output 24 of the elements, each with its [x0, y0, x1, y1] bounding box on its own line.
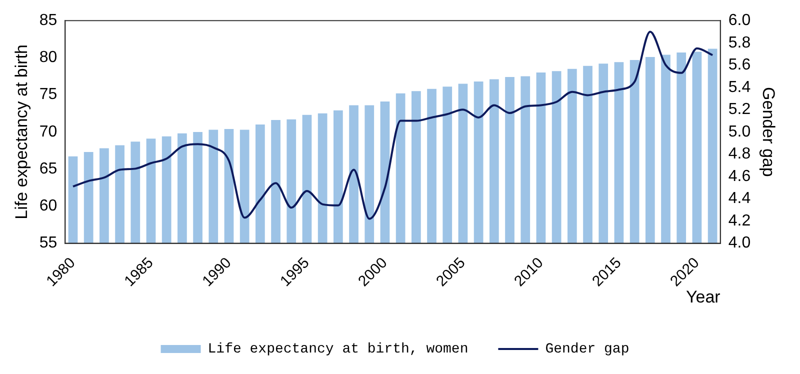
y2-tick-label: 5.0 — [728, 123, 751, 140]
y2-tick-label: 5.4 — [728, 78, 751, 96]
y-tick-label: 55 — [39, 234, 58, 252]
y-tick-label: 70 — [39, 123, 58, 140]
y2-tick-label: 6.0 — [728, 12, 751, 30]
y2-axis-title: Gender gap — [759, 87, 778, 177]
y2-tick-label: 5.2 — [728, 101, 751, 118]
y2-tick-label: 4.2 — [728, 212, 751, 230]
legend-label: Gender gap — [545, 342, 630, 358]
y2-tick-label: 4.8 — [728, 146, 751, 163]
y-tick-label: 75 — [39, 86, 58, 104]
y2-tick-label: 4.6 — [728, 168, 751, 185]
line-series — [72, 30, 714, 220]
legend-label: Life expectancy at birth, women — [208, 342, 468, 358]
y-tick-label: 80 — [39, 49, 58, 66]
y-axis-title: Life expectancy at birth — [12, 44, 31, 220]
y-tick-label: 85 — [39, 12, 58, 30]
y2-tick-label: 4.4 — [728, 190, 751, 208]
x-axis-title: Year — [686, 287, 721, 306]
y-tick-label: 60 — [39, 198, 58, 215]
y2-tick-label: 5.8 — [728, 34, 751, 52]
y2-tick-label: 5.6 — [728, 56, 751, 74]
y2-tick-label: 4.0 — [728, 234, 751, 252]
y-tick-label: 65 — [39, 160, 58, 178]
